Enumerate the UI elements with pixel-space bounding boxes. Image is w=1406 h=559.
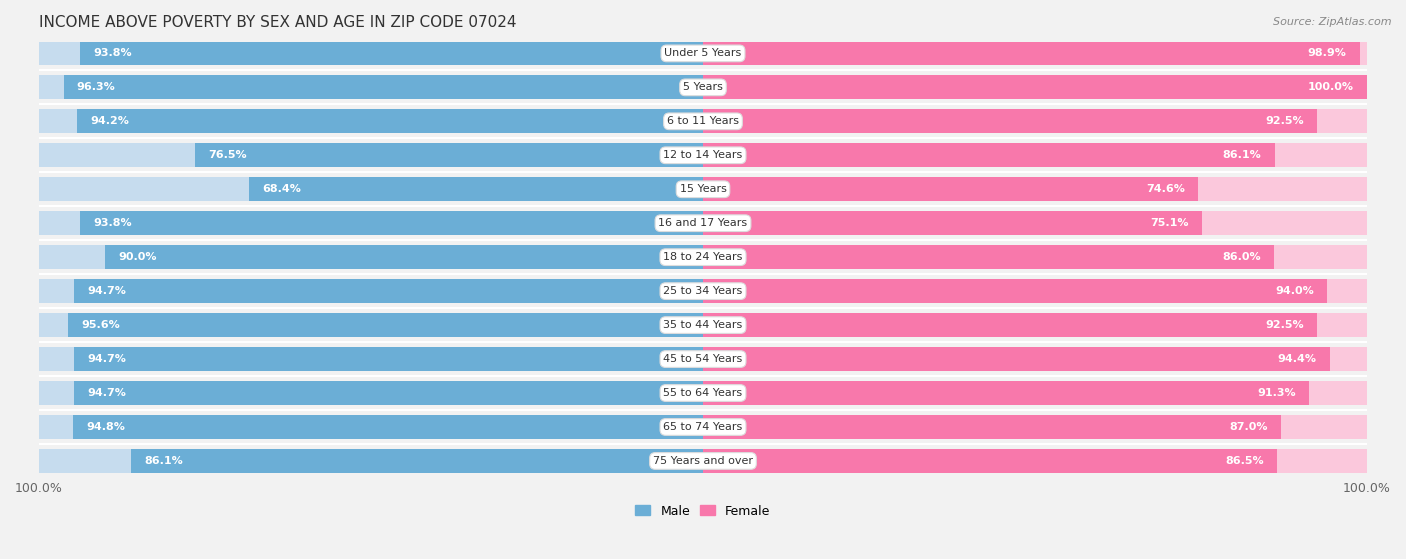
Bar — [75, 381, 703, 405]
Bar — [39, 449, 703, 473]
Bar — [703, 381, 1309, 405]
Text: 86.1%: 86.1% — [145, 456, 183, 466]
Text: 90.0%: 90.0% — [118, 252, 157, 262]
Bar — [703, 280, 1367, 303]
Text: 86.5%: 86.5% — [1226, 456, 1264, 466]
Text: 55 to 64 Years: 55 to 64 Years — [664, 388, 742, 398]
Text: 86.0%: 86.0% — [1222, 252, 1261, 262]
Bar — [39, 415, 703, 439]
Text: 6 to 11 Years: 6 to 11 Years — [666, 116, 740, 126]
Text: 15 Years: 15 Years — [679, 184, 727, 194]
Text: 94.7%: 94.7% — [87, 286, 127, 296]
Text: 96.3%: 96.3% — [77, 82, 115, 92]
Bar — [703, 110, 1367, 133]
Text: 65 to 74 Years: 65 to 74 Years — [664, 422, 742, 432]
Text: 100.0%: 100.0% — [1308, 82, 1354, 92]
Bar — [703, 144, 1275, 167]
Bar — [703, 41, 1360, 65]
Text: 16 and 17 Years: 16 and 17 Years — [658, 218, 748, 228]
Bar — [703, 245, 1274, 269]
Text: 98.9%: 98.9% — [1308, 49, 1347, 58]
Text: 94.4%: 94.4% — [1278, 354, 1316, 364]
Bar — [703, 313, 1317, 337]
Text: 92.5%: 92.5% — [1265, 320, 1303, 330]
Bar — [80, 211, 703, 235]
Bar — [39, 347, 703, 371]
Bar — [703, 75, 1367, 100]
Text: 87.0%: 87.0% — [1229, 422, 1267, 432]
Bar — [77, 110, 703, 133]
Bar — [703, 144, 1367, 167]
Text: 5 Years: 5 Years — [683, 82, 723, 92]
Text: Under 5 Years: Under 5 Years — [665, 49, 741, 58]
Text: Source: ZipAtlas.com: Source: ZipAtlas.com — [1274, 17, 1392, 27]
Text: INCOME ABOVE POVERTY BY SEX AND AGE IN ZIP CODE 07024: INCOME ABOVE POVERTY BY SEX AND AGE IN Z… — [39, 15, 516, 30]
Legend: Male, Female: Male, Female — [630, 500, 776, 523]
Text: 94.7%: 94.7% — [87, 388, 127, 398]
Bar — [39, 313, 703, 337]
Bar — [39, 211, 703, 235]
Text: 94.2%: 94.2% — [91, 116, 129, 126]
Bar — [703, 211, 1367, 235]
Text: 95.6%: 95.6% — [82, 320, 120, 330]
Text: 94.8%: 94.8% — [87, 422, 125, 432]
Bar — [195, 144, 703, 167]
Bar — [703, 41, 1367, 65]
Bar — [703, 347, 1367, 371]
Bar — [703, 347, 1330, 371]
Bar — [703, 415, 1281, 439]
Bar — [703, 381, 1367, 405]
Text: 12 to 14 Years: 12 to 14 Years — [664, 150, 742, 160]
Text: 45 to 54 Years: 45 to 54 Years — [664, 354, 742, 364]
Text: 94.7%: 94.7% — [87, 354, 127, 364]
Bar — [703, 177, 1367, 201]
Bar — [703, 415, 1367, 439]
Text: 91.3%: 91.3% — [1257, 388, 1296, 398]
Bar — [73, 415, 703, 439]
Text: 86.1%: 86.1% — [1223, 150, 1261, 160]
Bar — [703, 245, 1367, 269]
Bar — [39, 110, 703, 133]
Bar — [39, 41, 703, 65]
Bar — [67, 313, 703, 337]
Text: 68.4%: 68.4% — [262, 184, 301, 194]
Text: 76.5%: 76.5% — [208, 150, 247, 160]
Bar — [703, 280, 1327, 303]
Bar — [249, 177, 703, 201]
Text: 93.8%: 93.8% — [93, 218, 132, 228]
Text: 18 to 24 Years: 18 to 24 Years — [664, 252, 742, 262]
Text: 94.0%: 94.0% — [1275, 286, 1315, 296]
Bar — [703, 177, 1198, 201]
Bar — [39, 75, 703, 100]
Bar — [39, 280, 703, 303]
Text: 25 to 34 Years: 25 to 34 Years — [664, 286, 742, 296]
Bar — [703, 110, 1317, 133]
Bar — [39, 245, 703, 269]
Bar — [63, 75, 703, 100]
Bar — [105, 245, 703, 269]
Text: 75 Years and over: 75 Years and over — [652, 456, 754, 466]
Bar — [703, 313, 1367, 337]
Bar — [75, 347, 703, 371]
Bar — [703, 75, 1367, 100]
Bar — [39, 381, 703, 405]
Text: 35 to 44 Years: 35 to 44 Years — [664, 320, 742, 330]
Bar — [80, 41, 703, 65]
Bar — [131, 449, 703, 473]
Bar — [703, 449, 1367, 473]
Bar — [703, 449, 1278, 473]
Bar — [75, 280, 703, 303]
Text: 75.1%: 75.1% — [1150, 218, 1188, 228]
Bar — [703, 211, 1202, 235]
Bar — [39, 177, 703, 201]
Text: 74.6%: 74.6% — [1146, 184, 1185, 194]
Text: 93.8%: 93.8% — [93, 49, 132, 58]
Text: 92.5%: 92.5% — [1265, 116, 1303, 126]
Bar — [39, 144, 703, 167]
